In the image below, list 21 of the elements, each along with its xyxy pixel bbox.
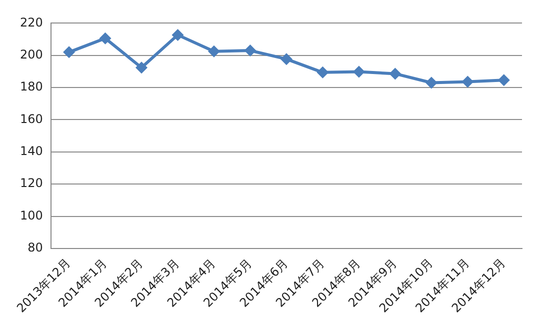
point [280,53,292,66]
point [462,76,474,88]
y-tick-label: 180 [20,80,43,94]
y-tick-label: 200 [20,48,43,62]
point [316,66,329,78]
point [99,32,112,44]
point [352,66,365,78]
point [208,45,220,58]
point [172,28,184,41]
y-tick-label: 80 [28,240,43,255]
y-tick-label: 120 [20,176,43,190]
y-tick-label: 140 [20,144,43,158]
y-tick-label: 220 [20,15,43,30]
y-tick-label: 100 [20,208,43,222]
point [136,62,148,74]
point [498,74,510,86]
point [63,46,76,58]
y-tick-label: 160 [20,112,43,126]
point [244,44,256,57]
point [425,76,438,89]
point [389,68,402,80]
